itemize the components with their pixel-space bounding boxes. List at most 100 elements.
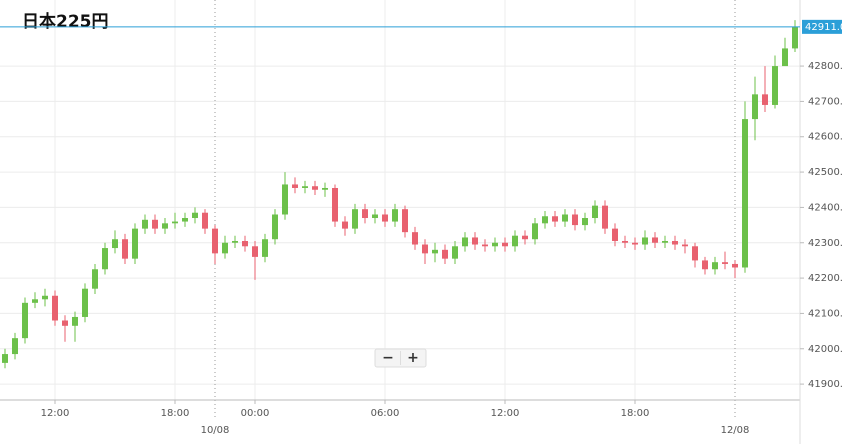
candle-body [142,219,148,229]
candle-body [442,249,448,259]
candle-body [512,235,518,247]
candle-body [342,221,348,229]
candle-body [112,239,118,249]
last-price-label: 42911.0 [805,22,843,33]
candle-body [182,218,188,222]
y-tick-label: 42400.0 [808,202,843,213]
candle-body [782,48,788,67]
candle-body [452,246,458,259]
candle-body [592,205,598,219]
y-tick-label: 41900.0 [808,379,843,390]
candle-body [402,209,408,233]
candle-body [542,216,548,224]
candle-body [82,288,88,317]
candle-body [62,320,68,326]
candle-body [582,218,588,226]
zoom-out-button[interactable]: − [382,350,394,366]
y-tick-label: 42200.0 [808,273,843,284]
x-tick-label: 06:00 [371,408,400,419]
candle-body [362,209,368,219]
candle-body [22,302,28,339]
candle-body [382,214,388,222]
candle-body [352,209,358,229]
chart-title: 日本225円 [22,11,109,32]
candle-body [52,295,58,321]
candle-body [72,316,78,326]
candle-body [692,246,698,261]
candle-body [712,262,718,270]
candle-body [462,237,468,247]
candle-body [552,216,558,222]
candle-body [472,237,478,245]
candle-body [682,244,688,247]
candle-body [192,212,198,219]
date-label: 10/08 [201,425,230,436]
candle-body [652,237,658,243]
candle-body [602,205,608,229]
candle-body [202,212,208,229]
candle-body [242,240,248,247]
candle-body [632,242,638,245]
candle-body [522,235,528,240]
candle-body [622,240,628,243]
candle-body [282,184,288,215]
candle-body [502,242,508,247]
x-tick-label: 12:00 [41,408,70,419]
y-tick-label: 42500.0 [808,167,843,178]
candle-body [132,228,138,259]
x-tick-label: 18:00 [621,408,650,419]
zoom-in-button[interactable]: + [407,350,419,366]
candle-body [412,232,418,245]
date-label: 12/08 [721,425,750,436]
candle-body [292,184,298,188]
candle-body [562,214,568,222]
grid [0,0,800,418]
zoom-controls: − + [374,348,427,368]
candle-body [272,214,278,240]
candle-body [792,26,798,49]
y-tick-label: 42000.0 [808,344,843,355]
candle-body [722,262,728,264]
candle-body [332,187,338,222]
candle-body [92,269,98,289]
candle-body [252,246,258,257]
candle-body [12,338,18,355]
last-price-box [802,19,842,34]
candle-body [732,263,738,268]
candle-body [302,186,308,188]
candle-body [432,249,438,254]
candle-body [572,214,578,226]
y-tick-label: 42300.0 [808,238,843,249]
y-tick-label: 42800.0 [808,61,843,72]
candle-body [642,237,648,245]
candle-body [32,299,38,303]
candle-body [212,228,218,254]
candle-body [772,66,778,105]
x-tick-label: 12:00 [491,408,520,419]
candle-body [152,219,158,229]
candle-body [312,186,318,190]
candle-body [262,239,268,257]
candle-body [42,295,48,300]
y-tick-label: 42700.0 [808,96,843,107]
candle-body [102,248,108,270]
candle-body [742,119,748,268]
candle-body [752,94,758,120]
candle-body [482,244,488,247]
candle-body [672,240,678,245]
candle-body [232,240,238,243]
x-tick-label: 00:00 [241,408,270,419]
candle-body [122,239,128,259]
candle-body [422,244,428,254]
candle-body [392,209,398,222]
candle-body [492,242,498,247]
candle-body [372,214,378,219]
candle-body [762,94,768,105]
candle-body [612,228,618,241]
candle-body [532,223,538,240]
candle-body [322,187,328,190]
y-tick-label: 42100.0 [808,308,843,319]
candles [2,20,798,369]
